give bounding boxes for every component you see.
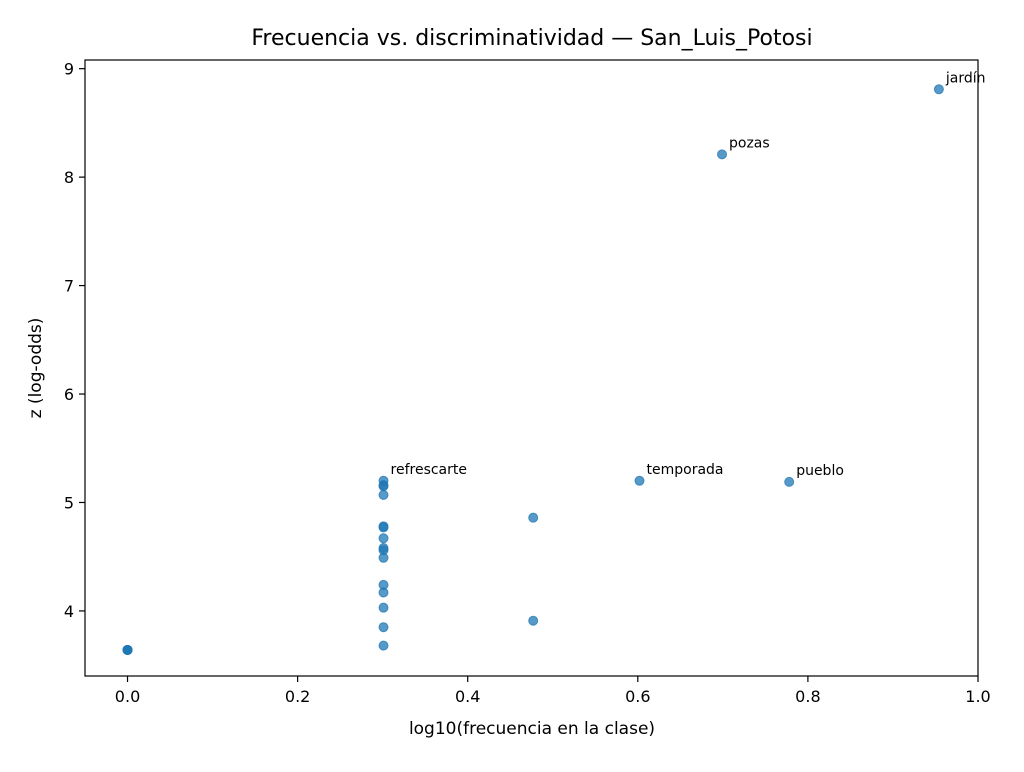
data-point — [378, 622, 389, 633]
data-point — [378, 602, 389, 613]
data-point — [634, 475, 645, 486]
y-tick-label: 7 — [64, 277, 74, 296]
annotation-label: pozas — [729, 135, 770, 151]
annotation-label: temporada — [647, 462, 724, 478]
data-point — [378, 587, 389, 598]
y-tick-label: 9 — [64, 60, 74, 79]
data-point — [378, 552, 389, 563]
x-tick-label: 0.0 — [115, 687, 140, 706]
y-axis: 4 5 6 7 8 9 — [64, 60, 85, 621]
annotation-label: pueblo — [796, 463, 844, 479]
data-point — [378, 522, 389, 533]
x-tick-label: 0.8 — [795, 687, 820, 706]
data-point — [933, 84, 944, 95]
annotation-label: refrescarte — [391, 462, 467, 478]
x-axis: 0.0 0.2 0.4 0.6 0.8 1.0 — [115, 676, 991, 706]
annotation-label: jardín — [945, 70, 986, 86]
y-tick-label: 8 — [64, 168, 74, 187]
y-axis-label: z (log-odds) — [26, 318, 46, 419]
data-point — [378, 481, 389, 492]
data-point — [784, 476, 795, 487]
data-point — [378, 489, 389, 500]
y-tick-label: 6 — [64, 385, 74, 404]
x-tick-label: 0.6 — [625, 687, 650, 706]
data-point — [378, 533, 389, 544]
plot-area — [84, 59, 979, 677]
plot-frame — [84, 59, 979, 677]
data-point — [122, 644, 133, 655]
data-point — [717, 149, 728, 160]
x-tick-label: 0.2 — [285, 687, 310, 706]
data-point — [528, 615, 539, 626]
data-points — [122, 84, 944, 655]
y-tick-label: 4 — [64, 602, 74, 621]
x-tick-label: 0.4 — [455, 687, 480, 706]
annotations: jardín pozas refrescarte temporada pueblo — [391, 70, 986, 479]
y-tick-label: 5 — [64, 493, 74, 512]
x-axis-label: log10(frecuencia en la clase) — [409, 719, 655, 739]
data-point — [378, 640, 389, 651]
x-tick-label: 1.0 — [965, 687, 990, 706]
data-point — [528, 512, 539, 523]
chart-title: Frecuencia vs. discriminatividad — San_L… — [251, 26, 812, 51]
